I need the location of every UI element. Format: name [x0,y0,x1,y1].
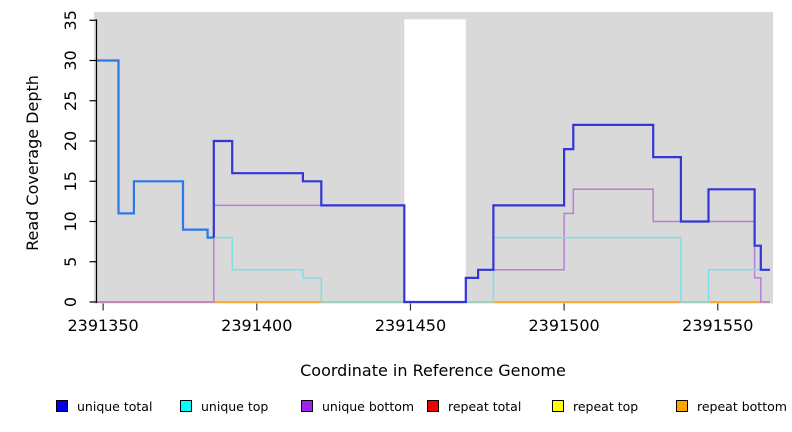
legend: unique total unique top unique bottom repea… [0,398,792,420]
y-axis-title: Read Coverage Depth [23,75,42,251]
y-tick-label: 0 [61,297,80,307]
legend-swatch-unique-top [180,400,192,412]
y-tick-label: 15 [61,171,80,191]
series-line-unique-total [97,59,214,239]
legend-item-unique-bottom: unique bottom [301,398,414,414]
legend-item-unique-top: unique top [180,398,268,414]
y-tick-label: 35 [61,10,80,30]
x-axis-title: Coordinate in Reference Genome [300,361,566,380]
x-tick-label: 2391550 [682,316,753,335]
legend-swatch-unique-total [56,400,68,412]
y-tick-label: 10 [61,211,80,231]
x-tick-label: 2391500 [528,316,599,335]
legend-item-repeat-total: repeat total [427,398,521,414]
legend-label-repeat-bottom: repeat bottom [697,398,787,414]
masked-region [404,19,466,303]
legend-item-unique-total: unique total [56,398,152,414]
legend-label-repeat-total: repeat total [448,398,522,414]
y-tick-label: 30 [61,50,80,70]
legend-swatch-repeat-top [552,400,564,412]
legend-label-unique-bottom: unique bottom [322,398,415,414]
y-tick-label: 20 [61,131,80,151]
legend-label-repeat-top: repeat top [573,398,639,414]
x-tick-label: 2391450 [375,316,446,335]
legend-label-unique-top: unique top [201,398,269,414]
x-tick-label: 2391350 [67,316,138,335]
legend-item-repeat-top: repeat top [552,398,638,414]
legend-swatch-repeat-total [427,400,439,412]
series-line-unique-total [212,123,770,304]
legend-item-repeat-bottom: repeat bottom [676,398,787,414]
y-tick-label: 5 [61,257,80,267]
plot-layer: 0 5 10 15 20 25 30 35 2391350 2391400 2391450 23915… [61,10,773,335]
legend-label-unique-total: unique total [77,398,153,414]
x-tick-label: 2391400 [221,316,292,335]
legend-swatch-unique-bottom [301,400,313,412]
y-tick-label: 25 [61,91,80,111]
legend-swatch-repeat-bottom [676,400,688,412]
